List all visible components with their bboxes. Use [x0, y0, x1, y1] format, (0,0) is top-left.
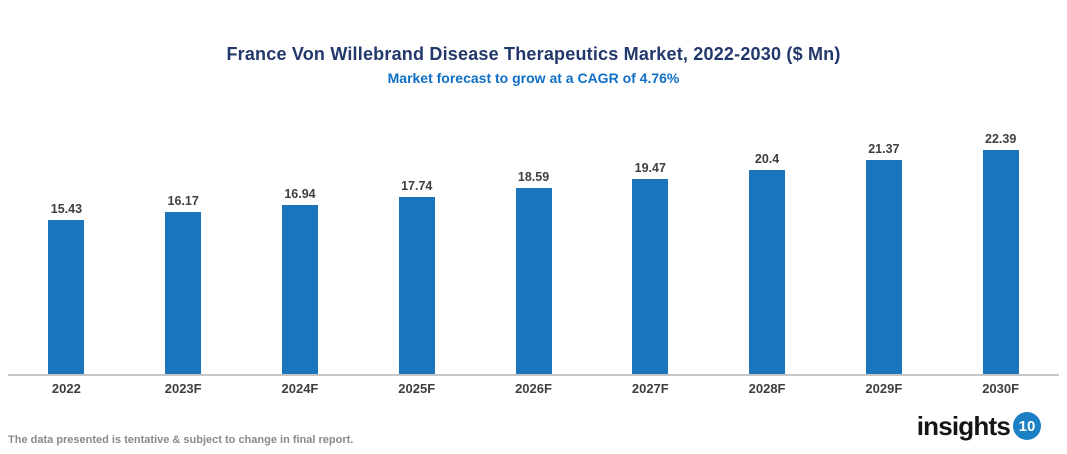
bars-row: 15.43 16.17 16.94 17.74 18.59 19.47 20.4 21.37 2…: [8, 124, 1059, 376]
bar-value-label: 15.43: [50, 202, 83, 216]
bar-value-label: 19.47: [634, 161, 666, 175]
bar-2025F: [398, 197, 435, 374]
bar-column-2029F: 21.37: [825, 124, 942, 374]
bar-2022: [48, 220, 85, 374]
bar-column-2025F: 17.74: [358, 124, 475, 374]
bar-value-label: 16.94: [284, 187, 316, 201]
x-axis-labels-row: 2022 2023F 2024F 2025F 2026F 2027F 2028F 2029F 2…: [8, 376, 1059, 396]
x-axis-label-2028F: 2028F: [748, 381, 786, 396]
bar-2024F: [281, 205, 318, 374]
bar-column-2030F: 22.39: [942, 124, 1059, 374]
bar-value-label: 20.4: [754, 152, 780, 166]
logo-badge-10: 10: [1013, 412, 1041, 440]
bar-value-label: 21.37: [868, 142, 900, 156]
x-axis-label-2030F: 2030F: [982, 381, 1020, 396]
insights10-logo: insights 10: [917, 412, 1041, 440]
x-axis-label-2025F: 2025F: [398, 381, 436, 396]
x-axis-label-2024F: 2024F: [281, 381, 319, 396]
chart-title: France Von Willebrand Disease Therapeuti…: [226, 44, 841, 64]
bar-column-2026F: 18.59: [475, 124, 592, 374]
bar-column-2023F: 16.17: [125, 124, 242, 374]
chart-subtitle: Market forecast to grow at a CAGR of 4.7…: [387, 70, 680, 86]
bar-value-label: 22.39: [985, 132, 1017, 146]
x-axis-label-2027F: 2027F: [631, 381, 669, 396]
bar-2028F: [749, 170, 786, 374]
bar-2023F: [165, 212, 202, 374]
disclaimer-note: The data presented is tentative & subjec…: [8, 434, 354, 446]
x-axis-label-2022: 2022: [51, 381, 81, 396]
x-axis-label-2029F: 2029F: [865, 381, 903, 396]
x-axis-label-2026F: 2026F: [515, 381, 552, 396]
bar-value-label: 18.59: [517, 170, 550, 184]
bar-column-2022: 15.43: [8, 124, 125, 374]
logo-wordmark: insights: [916, 411, 1011, 441]
bar-2027F: [632, 179, 669, 374]
x-axis-label-2023F: 2023F: [164, 381, 202, 396]
bar-2030F: [982, 150, 1019, 374]
bar-plot-area: 15.43 16.17 16.94 17.74 18.59 19.47 20.4 21.37 2…: [8, 124, 1059, 396]
bar-2026F: [515, 188, 552, 374]
bar-column-2024F: 16.94: [242, 124, 359, 374]
bar-value-label: 16.17: [167, 194, 199, 208]
bar-column-2027F: 19.47: [592, 124, 709, 374]
bar-value-label: 17.74: [401, 179, 433, 193]
bar-column-2028F: 20.4: [709, 124, 826, 374]
bar-2029F: [865, 160, 902, 374]
